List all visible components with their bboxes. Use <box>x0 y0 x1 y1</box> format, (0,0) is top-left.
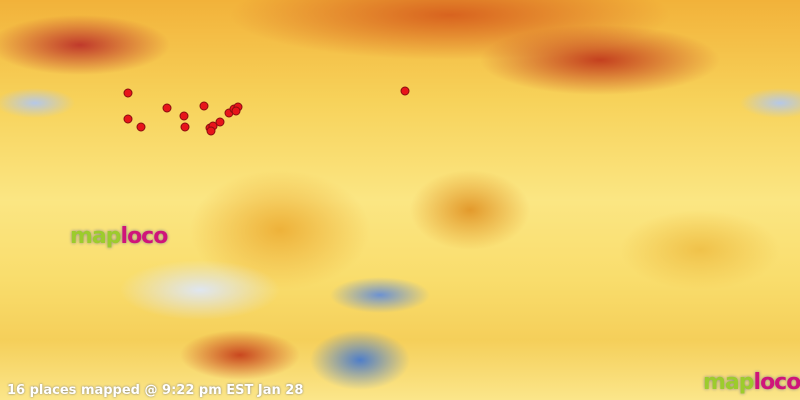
place-marker[interactable] <box>400 86 410 96</box>
place-marker[interactable] <box>123 114 133 124</box>
place-marker[interactable] <box>179 111 189 121</box>
place-marker[interactable] <box>206 126 216 136</box>
place-marker[interactable] <box>162 103 172 113</box>
status-text: 16 places mapped @ 9:22 pm EST Jan 28 <box>7 383 304 398</box>
place-marker[interactable] <box>199 101 209 111</box>
place-marker[interactable] <box>136 122 146 132</box>
maploco-logo-footer[interactable]: maploco <box>703 370 800 395</box>
logo-part1: map <box>703 370 755 395</box>
maploco-logo[interactable]: maploco <box>70 224 169 249</box>
place-marker[interactable] <box>215 117 225 127</box>
logo-part2: loco <box>753 370 800 395</box>
place-marker[interactable] <box>123 88 133 98</box>
place-marker[interactable] <box>180 122 190 132</box>
place-marker[interactable] <box>231 106 241 116</box>
logo-part2: loco <box>120 224 169 249</box>
logo-part1: map <box>70 224 122 249</box>
